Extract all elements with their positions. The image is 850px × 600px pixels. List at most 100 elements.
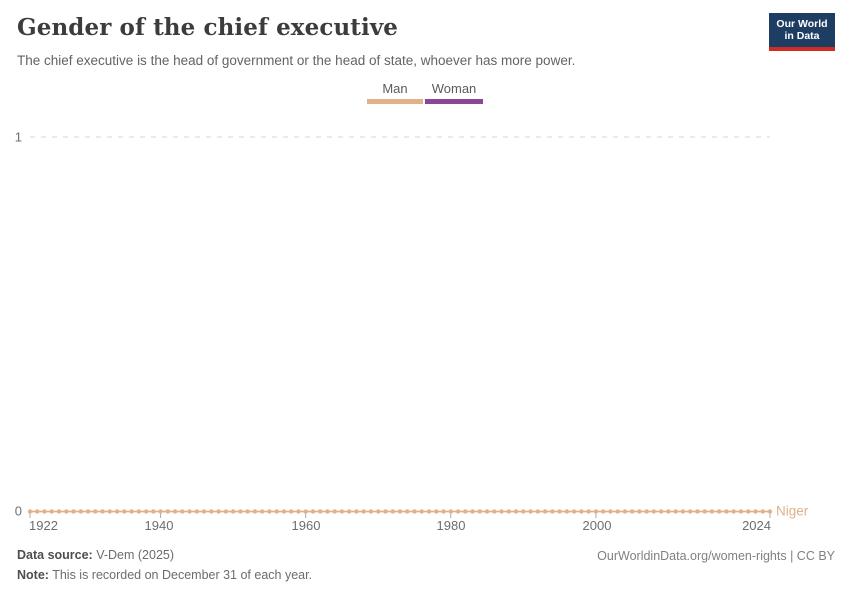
data-point[interactable] xyxy=(49,509,54,514)
data-point[interactable] xyxy=(492,509,497,514)
data-point[interactable] xyxy=(252,509,258,514)
data-point[interactable] xyxy=(42,509,47,514)
data-point[interactable] xyxy=(441,509,446,514)
data-point[interactable] xyxy=(521,509,526,514)
data-point[interactable] xyxy=(347,509,352,514)
data-point[interactable] xyxy=(201,509,207,514)
data-point[interactable] xyxy=(557,509,562,514)
data-point[interactable] xyxy=(470,509,475,514)
data-point[interactable] xyxy=(724,509,729,514)
data-point[interactable] xyxy=(463,509,468,514)
data-point[interactable] xyxy=(666,509,671,514)
data-point[interactable] xyxy=(405,509,410,514)
legend-item-man[interactable]: Man xyxy=(367,81,423,104)
data-point[interactable] xyxy=(629,509,635,514)
data-point[interactable] xyxy=(274,509,279,514)
data-point[interactable] xyxy=(129,509,134,514)
owid-logo[interactable]: Our World in Data xyxy=(769,13,835,51)
data-point[interactable] xyxy=(608,509,613,514)
data-point[interactable] xyxy=(709,509,715,514)
legend-item-woman[interactable]: Woman xyxy=(425,81,483,104)
data-point[interactable] xyxy=(216,509,221,514)
data-point[interactable] xyxy=(383,509,388,514)
data-point[interactable] xyxy=(687,509,693,514)
data-point[interactable] xyxy=(223,509,229,514)
data-point[interactable] xyxy=(542,509,548,514)
data-point[interactable] xyxy=(658,509,664,514)
data-point[interactable] xyxy=(753,509,758,514)
data-point[interactable] xyxy=(760,509,765,514)
data-point[interactable] xyxy=(564,509,570,514)
data-point[interactable] xyxy=(85,509,91,514)
data-point[interactable] xyxy=(259,509,265,514)
data-point[interactable] xyxy=(695,509,700,514)
data-point[interactable] xyxy=(702,509,707,514)
series-entity-label[interactable]: Niger xyxy=(776,503,809,519)
data-point[interactable] xyxy=(230,509,236,514)
data-point[interactable] xyxy=(717,509,722,514)
data-point[interactable] xyxy=(194,509,200,514)
data-point[interactable] xyxy=(376,509,381,514)
data-point[interactable] xyxy=(332,509,337,514)
owid-link[interactable]: OurWorldinData.org/women-rights | CC BY xyxy=(597,549,835,563)
data-point[interactable] xyxy=(339,509,345,514)
data-point[interactable] xyxy=(651,509,657,514)
data-point[interactable] xyxy=(78,509,83,514)
data-point[interactable] xyxy=(426,509,432,514)
data-point[interactable] xyxy=(93,509,98,514)
data-point[interactable] xyxy=(484,509,490,514)
data-point[interactable] xyxy=(550,509,555,514)
data-point[interactable] xyxy=(586,509,591,514)
data-point[interactable] xyxy=(535,509,541,514)
data-point[interactable] xyxy=(310,509,316,514)
data-point[interactable] xyxy=(528,509,533,514)
data-point[interactable] xyxy=(27,509,33,514)
data-point[interactable] xyxy=(767,509,773,514)
data-point[interactable] xyxy=(738,509,744,514)
data-point[interactable] xyxy=(571,509,577,514)
data-point[interactable] xyxy=(209,509,214,514)
data-point[interactable] xyxy=(637,509,642,514)
data-point[interactable] xyxy=(593,509,599,514)
data-point[interactable] xyxy=(165,509,171,514)
data-point[interactable] xyxy=(499,509,504,514)
data-point[interactable] xyxy=(35,509,40,514)
data-point[interactable] xyxy=(390,509,395,514)
data-point[interactable] xyxy=(354,509,359,514)
data-point[interactable] xyxy=(71,509,76,514)
data-point[interactable] xyxy=(151,509,156,514)
data-point[interactable] xyxy=(245,509,250,514)
data-point[interactable] xyxy=(419,509,424,514)
data-point[interactable] xyxy=(673,509,678,514)
data-point[interactable] xyxy=(513,509,519,514)
data-point[interactable] xyxy=(644,509,649,514)
data-point[interactable] xyxy=(325,509,330,514)
data-point[interactable] xyxy=(172,509,178,514)
data-point[interactable] xyxy=(397,509,403,514)
data-point[interactable] xyxy=(122,509,127,514)
data-point[interactable] xyxy=(281,509,287,514)
data-point[interactable] xyxy=(158,509,163,514)
data-point[interactable] xyxy=(448,509,453,514)
data-point[interactable] xyxy=(296,509,301,514)
data-point[interactable] xyxy=(64,509,69,514)
data-point[interactable] xyxy=(114,509,120,514)
data-point[interactable] xyxy=(143,509,149,514)
data-point[interactable] xyxy=(100,509,105,514)
data-point[interactable] xyxy=(600,509,606,514)
data-point[interactable] xyxy=(180,509,185,514)
data-point[interactable] xyxy=(746,509,751,514)
data-point[interactable] xyxy=(303,509,308,514)
data-point[interactable] xyxy=(267,509,272,514)
data-point[interactable] xyxy=(288,509,294,514)
data-point[interactable] xyxy=(477,509,483,514)
data-point[interactable] xyxy=(317,509,323,514)
data-point[interactable] xyxy=(56,509,62,514)
data-point[interactable] xyxy=(731,509,736,514)
data-point[interactable] xyxy=(412,509,417,514)
data-point[interactable] xyxy=(107,509,113,514)
data-point[interactable] xyxy=(434,509,439,514)
data-point[interactable] xyxy=(368,509,374,514)
data-point[interactable] xyxy=(615,509,620,514)
